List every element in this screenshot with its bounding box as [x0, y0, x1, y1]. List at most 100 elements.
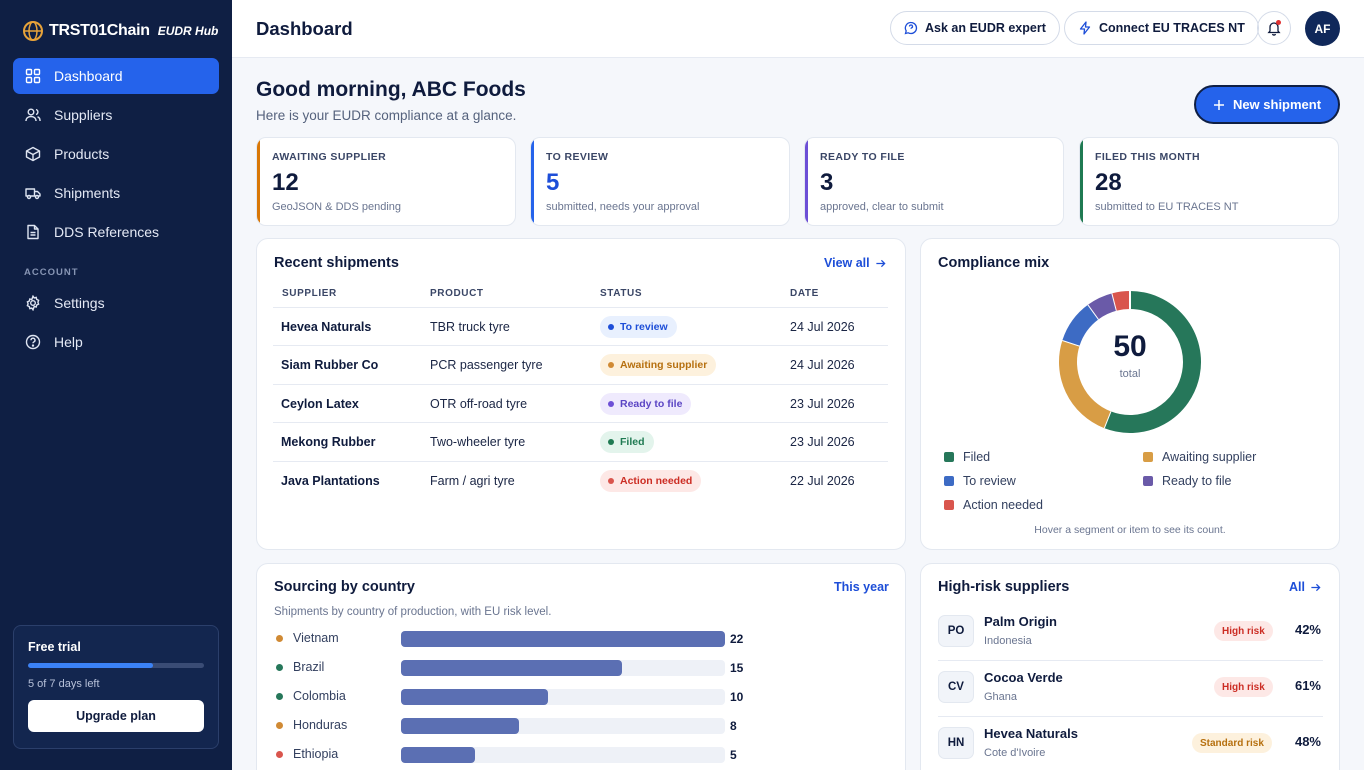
country-bar-track[interactable]: [401, 689, 725, 705]
donut-segment-ready-to-file[interactable]: [1088, 293, 1118, 320]
supplier-initials: CV: [938, 671, 974, 703]
legend-item-ready-to-file[interactable]: Ready to file: [1143, 474, 1231, 488]
supplier-country: Ghana: [984, 691, 1018, 703]
upgrade-plan-button[interactable]: Upgrade plan: [28, 700, 204, 732]
compliance-donut-chart[interactable]: [1050, 282, 1210, 442]
stat-desc: approved, clear to submit: [820, 201, 944, 213]
column-header[interactable]: DATE: [790, 288, 819, 299]
trial-progress-bar: [28, 663, 204, 668]
stat-value: 3: [820, 169, 834, 196]
country-bar-track[interactable]: [401, 660, 725, 676]
sidebar-item-suppliers[interactable]: Suppliers: [13, 97, 219, 133]
table-row[interactable]: Hevea Naturals TBR truck tyre To review …: [273, 307, 888, 345]
plus-icon: [1213, 99, 1224, 110]
column-header[interactable]: PRODUCT: [430, 288, 484, 299]
free-trial-panel: Free trial 5 of 7 days left Upgrade plan: [13, 625, 219, 749]
stat-card-filed-this-month[interactable]: FILED THIS MONTH 28 submitted to EU TRAC…: [1079, 137, 1339, 226]
country-bar-track[interactable]: [401, 747, 725, 763]
supplier-initials: HN: [938, 727, 974, 759]
users-icon: [25, 108, 41, 122]
donut-segment-to-review[interactable]: [1062, 304, 1100, 347]
legend-item-awaiting-supplier[interactable]: Awaiting supplier: [1143, 450, 1256, 464]
notifications-button[interactable]: [1257, 11, 1291, 45]
country-bar: [401, 747, 475, 763]
avatar[interactable]: AF: [1305, 11, 1340, 46]
table-row[interactable]: Java Plantations Farm / agri tyre Action…: [273, 461, 888, 499]
stat-card-to-review[interactable]: TO REVIEW 5 submitted, needs your approv…: [530, 137, 790, 226]
arrow-right-icon: [876, 259, 886, 267]
new-shipment-label: New shipment: [1232, 97, 1322, 112]
country-bar: [401, 689, 549, 705]
sidebar-item-products[interactable]: Products: [13, 136, 219, 172]
brand-name: TRST01Chain: [49, 22, 150, 39]
stat-label: READY TO FILE: [820, 151, 905, 163]
country-bar-track[interactable]: [401, 718, 725, 734]
risk-supplier-row[interactable]: HN Hevea Naturals Cote d'Ivoire Standard…: [938, 717, 1323, 770]
country-name: Brazil: [293, 660, 325, 674]
sidebar-item-shipments[interactable]: Shipments: [13, 175, 219, 211]
help-icon: [25, 334, 41, 350]
connect-traces-button[interactable]: Connect EU TRACES NT: [1064, 11, 1259, 45]
sidebar-item-dashboard[interactable]: Dashboard: [13, 58, 219, 94]
sourcing-subtitle: Shipments by country of production, with…: [274, 606, 552, 618]
legend-label: Action needed: [963, 498, 1043, 512]
app-logo[interactable]: TRST01Chain EUDR Hub: [22, 20, 218, 42]
table-row[interactable]: Mekong Rubber Two-wheeler tyre Filed 23 …: [273, 422, 888, 460]
date-cell: 22 Jul 2026: [790, 474, 855, 488]
sidebar: TRST01Chain EUDR Hub Dashboard Suppliers…: [0, 0, 232, 770]
country-bar: [401, 718, 519, 734]
status-badge: To review: [600, 316, 677, 338]
table-row[interactable]: Siam Rubber Co PCR passenger tyre Awaiti…: [273, 345, 888, 383]
country-bar: [401, 660, 622, 676]
supplier-cell: Siam Rubber Co: [281, 358, 379, 372]
risk-badge: High risk: [1214, 621, 1273, 641]
country-bar: [401, 631, 725, 647]
greeting-subtitle: Here is your EUDR compliance at a glance…: [256, 108, 517, 123]
product-cell: Two-wheeler tyre: [430, 435, 526, 449]
legend-label: To review: [963, 474, 1016, 488]
status-badge: Awaiting supplier: [600, 354, 717, 376]
stat-label: FILED THIS MONTH: [1095, 151, 1200, 163]
new-shipment-button[interactable]: New shipment: [1194, 85, 1340, 124]
donut-segment-awaiting-supplier[interactable]: [1059, 340, 1111, 429]
truck-icon: [25, 188, 41, 200]
risk-badge: High risk: [1214, 677, 1273, 697]
legend-label: Awaiting supplier: [1162, 450, 1257, 464]
table-row[interactable]: Ceylon Latex OTR off-road tyre Ready to …: [273, 384, 888, 422]
donut-segment-action-needed[interactable]: [1112, 291, 1131, 311]
donut-separator: [1087, 303, 1100, 320]
ask-expert-button[interactable]: Ask an EUDR expert: [890, 11, 1060, 45]
status-dot: [608, 401, 614, 407]
chat-icon: [904, 21, 918, 35]
period-selector[interactable]: This year: [834, 580, 889, 594]
column-header[interactable]: STATUS: [600, 288, 643, 299]
risk-supplier-row[interactable]: PO Palm Origin Indonesia High risk 42%: [938, 605, 1323, 661]
status-badge: Action needed: [600, 470, 702, 492]
trial-title: Free trial: [28, 640, 81, 654]
legend-item-filed[interactable]: Filed: [944, 450, 990, 464]
sidebar-item-label: Help: [54, 334, 83, 350]
sidebar-item-settings[interactable]: Settings: [13, 285, 219, 321]
risk-supplier-row[interactable]: CV Cocoa Verde Ghana High risk 61%: [938, 661, 1323, 717]
risk-dot: [276, 721, 283, 729]
country-name: Ethiopia: [293, 747, 339, 761]
sidebar-item-help[interactable]: Help: [13, 324, 219, 360]
supplier-country: Cote d'Ivoire: [984, 747, 1046, 759]
country-bar-track[interactable]: [401, 631, 725, 647]
stat-card-ready-to-file[interactable]: READY TO FILE 3 approved, clear to submi…: [804, 137, 1064, 226]
legend-item-to-review[interactable]: To review: [944, 474, 1016, 488]
risk-dot: [276, 692, 283, 700]
stat-value: 12: [272, 169, 299, 196]
supplier-name: Cocoa Verde: [984, 670, 1063, 685]
risk-dot: [276, 634, 283, 642]
stat-card-awaiting-supplier[interactable]: AWAITING SUPPLIER 12 GeoJSON & DDS pendi…: [256, 137, 516, 226]
all-link[interactable]: All: [1289, 580, 1321, 594]
column-header[interactable]: SUPPLIER: [282, 288, 337, 299]
country-value: 10: [730, 690, 744, 704]
date-cell: 23 Jul 2026: [790, 397, 855, 411]
sidebar-item-dds-references[interactable]: DDS References: [13, 214, 219, 250]
status-dot: [608, 324, 614, 330]
donut-segment-filed[interactable]: [1103, 291, 1201, 433]
legend-item-action-needed[interactable]: Action needed: [944, 498, 1043, 512]
view-all-link[interactable]: View all: [824, 256, 886, 270]
